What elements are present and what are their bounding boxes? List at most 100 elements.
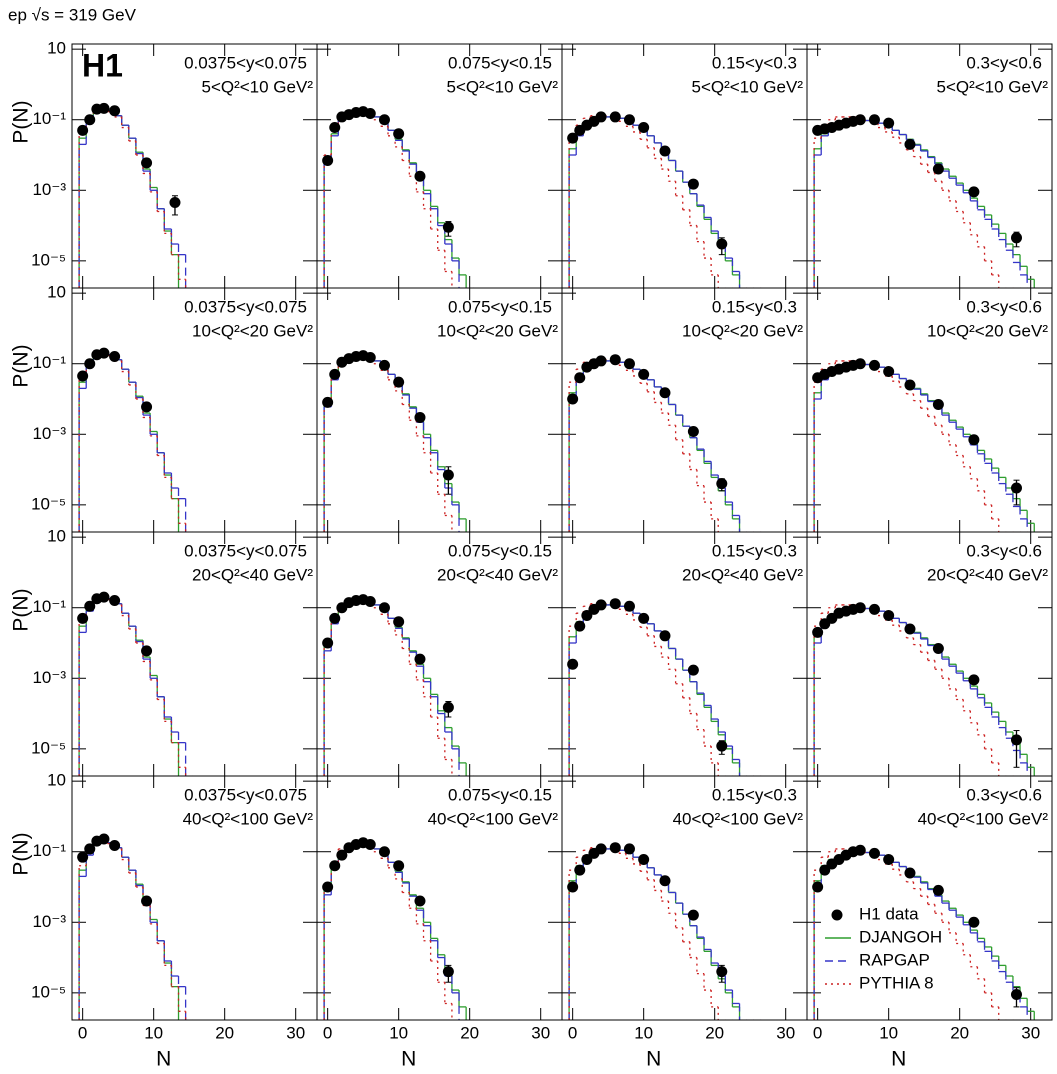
q2-range-label: 40<Q²<100 GeV²	[918, 809, 1049, 828]
legend-label: RAPGAP	[859, 950, 930, 969]
data-point	[414, 170, 426, 182]
legend-label: DJANGOH	[859, 927, 942, 946]
legend-label: H1 data	[859, 904, 919, 923]
y-range-label: 0.075<y<0.15	[448, 297, 552, 316]
y-tick-label: 10⁻³	[32, 912, 66, 931]
y-axis-label: P(N)	[10, 832, 33, 875]
data-point	[84, 358, 96, 370]
x-tick-label: 30	[1021, 1023, 1040, 1042]
data-point	[567, 881, 579, 893]
data-point	[609, 842, 621, 854]
x-tick-label: 10	[879, 1023, 898, 1042]
data-point	[716, 966, 728, 978]
panel: 0.15<y<0.3 10<Q²<20 GeV²	[561, 287, 808, 533]
data-point	[595, 111, 607, 123]
data-point	[1010, 232, 1022, 244]
data-point	[687, 664, 699, 676]
data-point	[883, 366, 895, 378]
data-point	[623, 843, 635, 855]
plot-area	[567, 842, 741, 1020]
data-point	[868, 603, 880, 615]
data-point	[442, 966, 454, 978]
panel-frame	[806, 775, 1053, 1021]
plot-area	[812, 114, 1035, 288]
q2-range-label: 20<Q²<40 GeV²	[192, 565, 313, 584]
data-point	[659, 387, 671, 399]
data-point	[1010, 482, 1022, 494]
data-point	[329, 122, 341, 134]
y-range-label: 0.3<y<0.6	[966, 297, 1042, 316]
q2-range-label: 5<Q²<10 GeV²	[201, 77, 313, 96]
data-point	[883, 117, 895, 129]
plot-area	[567, 598, 741, 776]
plot-area	[812, 844, 1035, 1020]
data-point	[77, 612, 89, 624]
q2-range-label: 10<Q²<20 GeV²	[682, 321, 803, 340]
data-point	[854, 602, 866, 614]
data-point	[868, 114, 880, 126]
x-tick-label: 30	[776, 1023, 795, 1042]
y-tick-label: 10	[47, 771, 66, 790]
x-tick-label: 20	[215, 1023, 234, 1042]
plot-area	[322, 837, 467, 1020]
y-tick-label: 10⁻³	[32, 668, 66, 687]
plot-area	[77, 347, 187, 532]
panel: 0.3<y<0.6 10<Q²<20 GeV²	[806, 287, 1053, 533]
y-tick-label: 10⁻¹	[32, 597, 66, 616]
plot-area	[77, 833, 187, 1020]
data-point	[854, 358, 866, 370]
data-point	[687, 909, 699, 921]
chart-title: ep √s = 319 GeV	[8, 5, 137, 24]
data-point	[393, 616, 405, 628]
data-point	[1010, 988, 1022, 1000]
data-point	[1010, 734, 1022, 746]
data-point	[854, 114, 866, 126]
data-point	[638, 854, 650, 866]
x-axis-label: N	[891, 1048, 906, 1071]
data-point	[109, 105, 121, 117]
data-point	[904, 379, 916, 391]
x-tick-label: 20	[705, 1023, 724, 1042]
data-point	[393, 376, 405, 388]
data-point	[329, 612, 341, 624]
y-range-label: 0.15<y<0.3	[712, 53, 797, 72]
data-point	[98, 591, 110, 603]
data-point	[623, 114, 635, 126]
q2-range-label: 10<Q²<20 GeV²	[192, 321, 313, 340]
data-point	[393, 128, 405, 140]
data-point	[322, 881, 334, 893]
y-range-label: 0.0375<y<0.075	[184, 53, 307, 72]
data-point	[932, 884, 944, 896]
data-point	[109, 351, 121, 363]
plot-area	[77, 591, 187, 776]
x-tick-label: 0	[568, 1023, 577, 1042]
q2-range-label: 20<Q²<40 GeV²	[927, 565, 1048, 584]
y-range-label: 0.15<y<0.3	[712, 785, 797, 804]
data-point	[329, 368, 341, 380]
data-point	[378, 846, 390, 858]
data-point	[567, 658, 579, 670]
q2-range-label: 10<Q²<20 GeV²	[437, 321, 558, 340]
y-axis-label: P(N)	[10, 100, 33, 143]
data-point	[883, 610, 895, 622]
data-point	[84, 843, 96, 855]
plot-area	[812, 358, 1035, 532]
q2-range-label: 5<Q²<10 GeV²	[936, 77, 1048, 96]
y-tick-label: 10⁻³	[32, 180, 66, 199]
panel: 0.075<y<0.15 20<Q²<40 GeV²	[316, 531, 563, 777]
q2-range-label: 40<Q²<100 GeV²	[428, 809, 559, 828]
data-point	[574, 620, 586, 632]
data-point	[659, 875, 671, 887]
x-tick-label: 30	[286, 1023, 305, 1042]
x-tick-label: 0	[78, 1023, 87, 1042]
y-range-label: 0.0375<y<0.075	[184, 297, 307, 316]
panel: 0.15<y<0.3 20<Q²<40 GeV²	[561, 531, 808, 777]
panel: 0.15<y<0.3 5<Q²<10 GeV²	[561, 43, 808, 289]
x-tick-label: 20	[950, 1023, 969, 1042]
x-axis-label: N	[646, 1048, 661, 1071]
x-tick-label: 0	[813, 1023, 822, 1042]
x-axis-label: N	[156, 1048, 171, 1071]
q2-range-label: 5<Q²<10 GeV²	[446, 77, 558, 96]
data-point	[414, 653, 426, 665]
